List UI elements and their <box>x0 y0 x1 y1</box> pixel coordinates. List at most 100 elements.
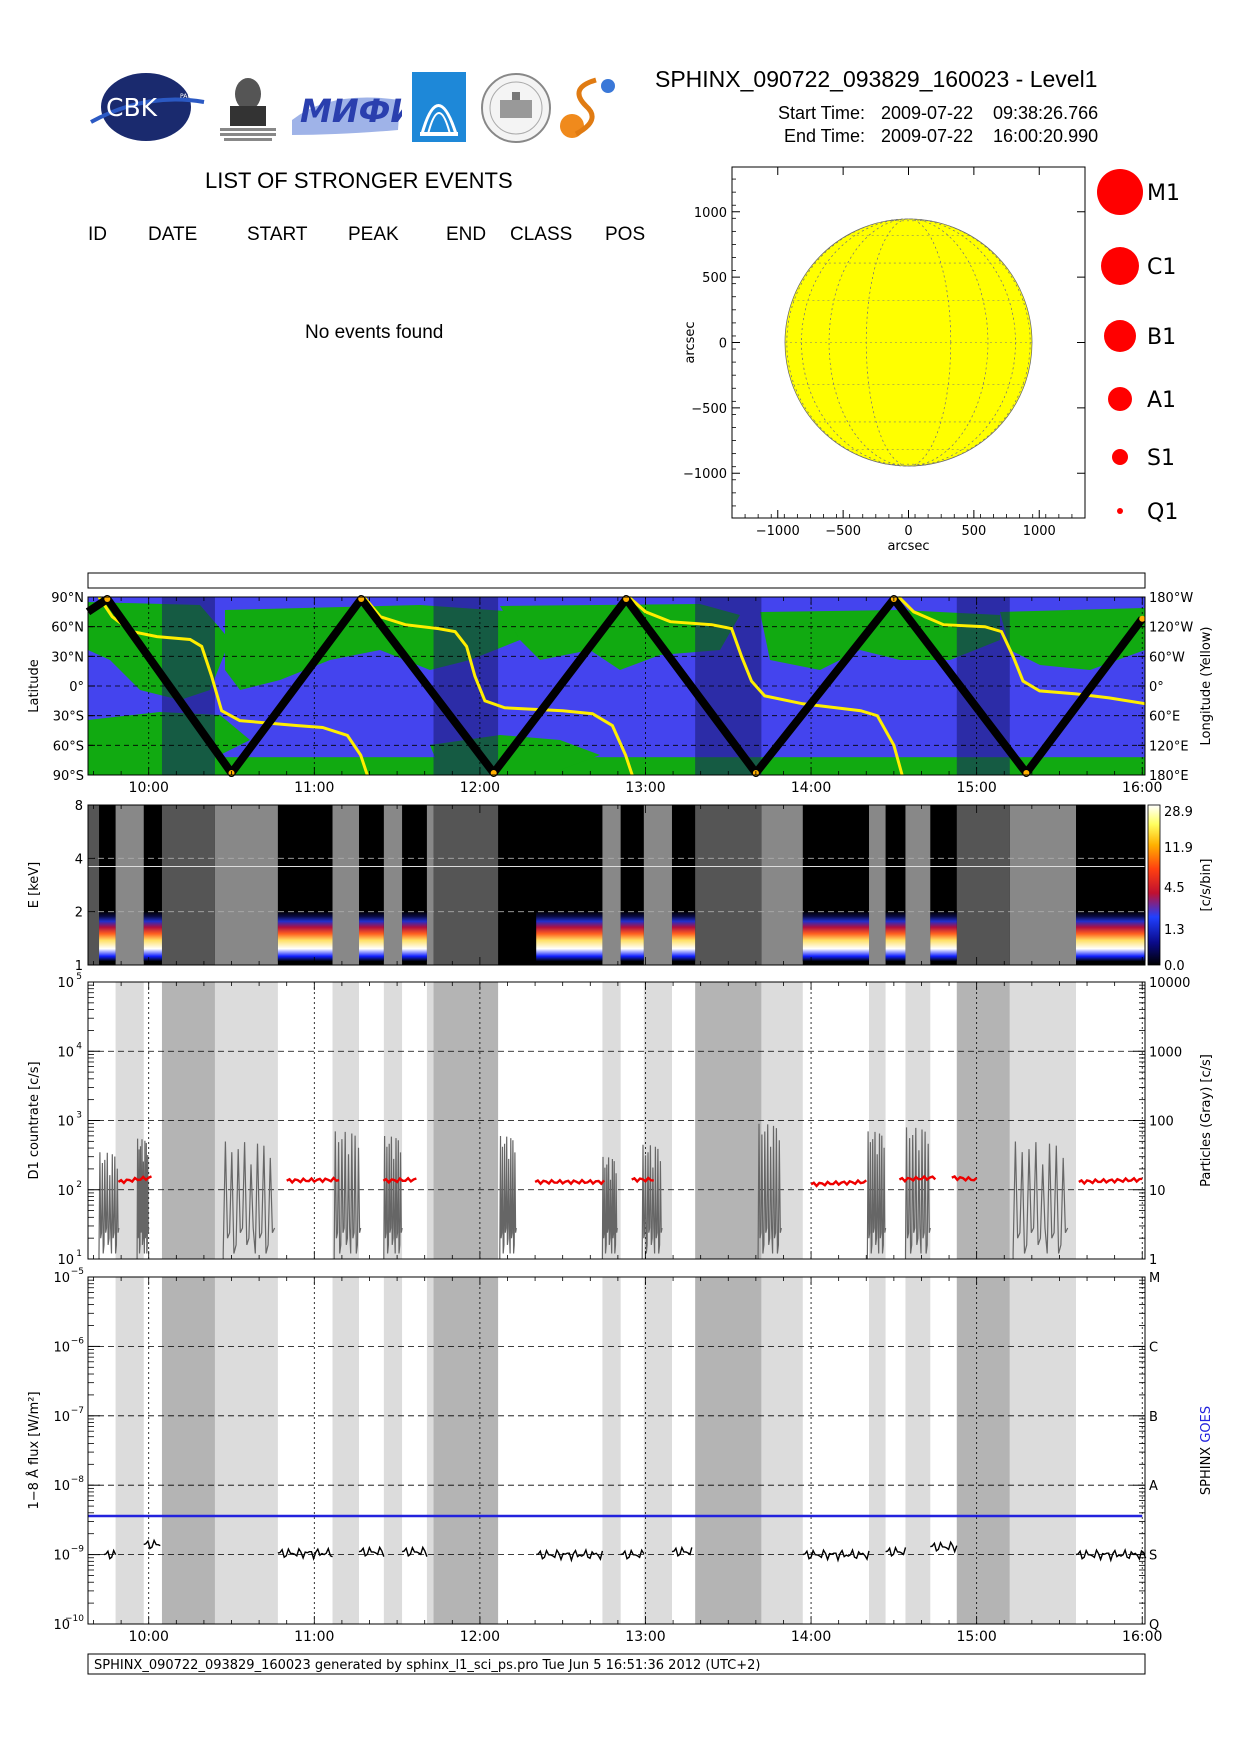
legend-label-m1: M1 <box>1147 181 1180 206</box>
events-col-peak: PEAK <box>348 224 399 245</box>
spectrum-gap-dark <box>433 805 499 965</box>
flux-band <box>383 1277 403 1624</box>
flux-band <box>905 1277 931 1624</box>
colorbar-tick-label: 28.9 <box>1164 805 1193 820</box>
particle-band-dark <box>433 982 499 1259</box>
particle-spike <box>904 1127 931 1259</box>
sphinx-flux-line <box>143 1538 161 1550</box>
spectrum-gap <box>383 805 403 965</box>
sun-xtick-label: −1000 <box>756 524 800 539</box>
legend-marker-m1 <box>1097 169 1143 215</box>
spectrum-emission <box>536 911 603 962</box>
end-time-label: End Time: <box>783 126 865 146</box>
no-events-message: No events found <box>305 322 444 343</box>
countrate-ytick-exp: 3 <box>76 1111 82 1121</box>
flux-ytick-exp: −5 <box>71 1267 84 1277</box>
spectrum-emission <box>885 911 906 962</box>
flux-ytick-label: 10 <box>53 1549 70 1564</box>
longitude-curve <box>627 595 904 776</box>
orbit-xtick-label: 13:00 <box>625 780 665 796</box>
flux-ytick-label: 10 <box>53 1479 70 1494</box>
orbit-lat-label: 60°N <box>51 621 84 636</box>
particle-spike <box>98 1152 120 1259</box>
spectrum-emission <box>1076 911 1146 962</box>
spectrum-gap-dark <box>88 805 100 965</box>
disk-grid-lon <box>865 218 952 467</box>
events-col-start: START <box>247 224 308 245</box>
orbit-lat-label: 30°N <box>51 650 84 665</box>
spectrum-gap <box>905 805 931 965</box>
longitude-curve <box>97 596 369 776</box>
orbit-lat-label: 0° <box>69 680 84 695</box>
events-col-end: END <box>446 224 487 245</box>
orbit-xtick-label: 15:00 <box>956 780 996 796</box>
particle-spike <box>1012 1141 1069 1259</box>
orbit-lat-label: 90°N <box>51 591 84 606</box>
flux-band <box>214 1277 278 1624</box>
legend-marker-c1 <box>1101 247 1139 285</box>
orbit-xtick-label: 10:00 <box>129 780 169 796</box>
spectrum-ytick-label: 1 <box>75 959 83 974</box>
start-time-label: Start Time: <box>777 103 865 123</box>
flux-xtick-label: 10:00 <box>129 1629 169 1645</box>
flux-ytick-exp: −9 <box>71 1545 85 1555</box>
longitude-curve <box>362 596 634 776</box>
orbit-lon-label: 60°W <box>1149 650 1185 665</box>
spectrum-emission <box>620 911 644 962</box>
d1-countrate-line <box>286 1176 340 1185</box>
flux-band <box>761 1277 803 1624</box>
orbit-lat-label: 60°S <box>53 739 84 754</box>
orbit-ylabel: Latitude <box>27 659 42 713</box>
spectrum-emission <box>99 911 116 962</box>
sphinx-flux-line <box>103 1548 117 1560</box>
spectrum-frame <box>87 804 1146 966</box>
sphinx-label: SPHINX <box>1199 1443 1214 1495</box>
orbit-lat-label: 30°S <box>53 710 84 725</box>
sphinx-flux-line <box>401 1545 428 1557</box>
legend-label-q1: Q1 <box>1147 500 1178 525</box>
countrate-ytick-label: 10 <box>57 1253 74 1268</box>
orbit-xtick-label: 11:00 <box>294 780 334 796</box>
flux-ytick-label: 10 <box>53 1410 70 1425</box>
start-time-value: 09:38:26.766 <box>993 103 1099 123</box>
sun-ytick-label: −1000 <box>683 467 727 482</box>
cbk-logo-sub: PAN <box>180 93 192 100</box>
disk-grid-lon <box>801 218 1016 467</box>
start-time-row: Start Time: 2009-07-22 09:38:26.766 <box>760 102 1098 125</box>
colorbar-tick-label: 1.3 <box>1164 923 1185 938</box>
flux-band <box>869 1277 886 1624</box>
countrate-ylabel: D1 countrate [c/s] <box>27 1061 42 1179</box>
sun-map-plot: −1000 −1000 −500 −500 0 0 500 500 1000 1000 arcsec… <box>683 166 1086 554</box>
spectrum-gap <box>602 805 621 965</box>
start-date: 2009-07-22 <box>881 103 974 123</box>
sphinx-flux-line <box>1075 1547 1147 1563</box>
disk-grid-lon <box>786 218 1031 467</box>
countrate-ytick-exp: 2 <box>76 1180 82 1190</box>
orbit-xtick-label: 12:00 <box>460 780 500 796</box>
observatory-seal <box>478 72 554 144</box>
countrate-ytick-exp: 5 <box>76 972 82 982</box>
events-col-id: ID <box>88 224 107 245</box>
cbk-logo-text: CBK <box>106 93 158 122</box>
goes-class-label: A <box>1149 1479 1158 1494</box>
spectrum-ytick-label: 4 <box>75 852 83 867</box>
flux-ytick-exp: −6 <box>71 1336 85 1346</box>
spectrum-emission <box>359 911 384 962</box>
sphinx-flux-line <box>885 1545 907 1557</box>
legend-label-c1: C1 <box>1147 255 1176 280</box>
sphinx-flux-line <box>620 1548 645 1560</box>
events-col-pos: POS <box>605 224 646 245</box>
colorbar-tick-label: 0.0 <box>1164 959 1185 974</box>
particle-spike <box>222 1141 276 1259</box>
particle-spike <box>866 1131 887 1259</box>
orbit-lon-label: 120°W <box>1149 621 1193 636</box>
flux-ytick-exp: −7 <box>71 1406 84 1416</box>
countrate-ytick-label: 10 <box>57 1045 74 1060</box>
sun-xtick-label: 0 <box>904 524 912 539</box>
sphinx-logo-graphic <box>560 77 615 138</box>
colorbar-tick-label: 11.9 <box>1164 841 1193 856</box>
orbit-lat-label: 90°S <box>53 769 84 784</box>
spectrum-gap <box>869 805 886 965</box>
spectrum-gap <box>643 805 672 965</box>
orbit-ylabel-right: Longitude (Yellow) <box>1199 627 1214 746</box>
